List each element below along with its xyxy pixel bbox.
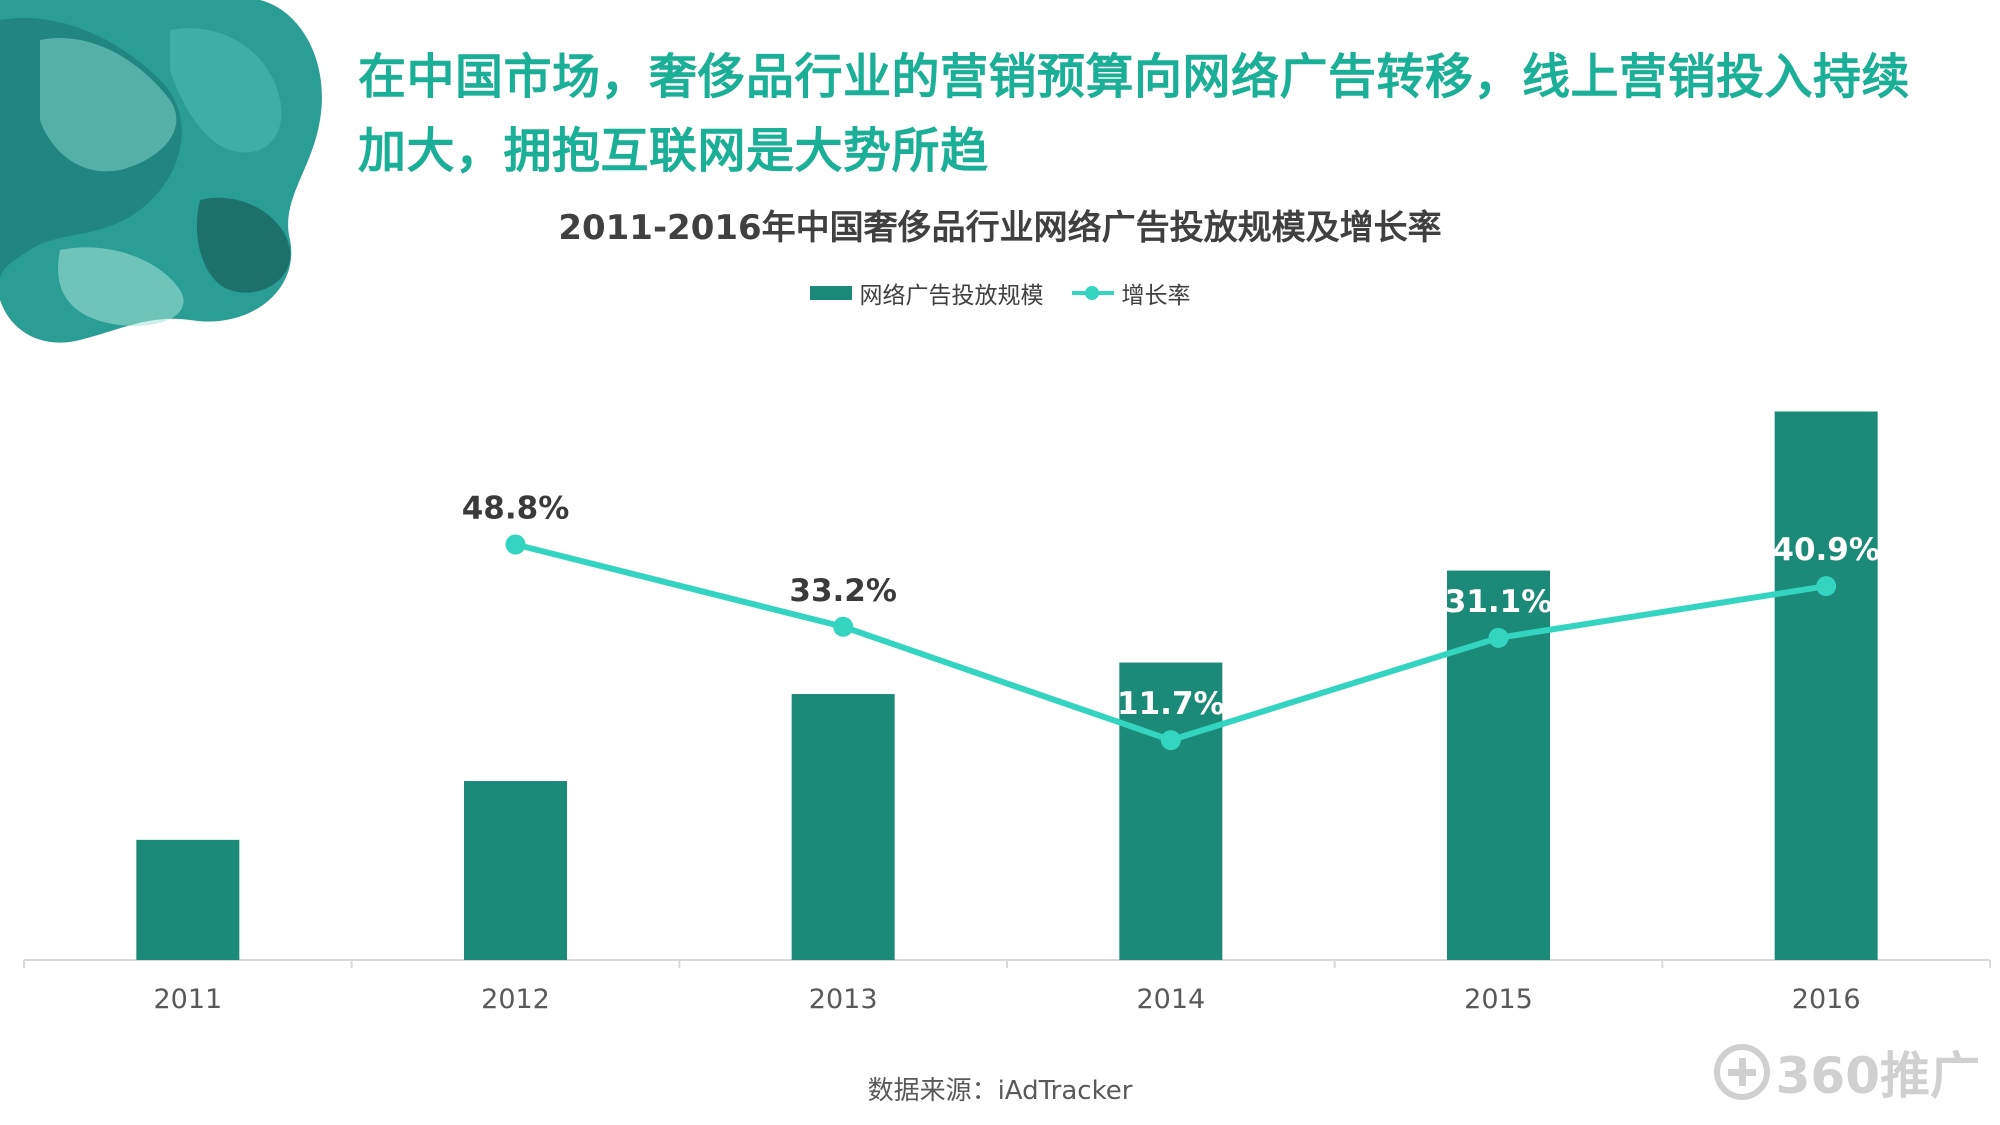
growth-label-2012: 48.8% <box>462 491 570 527</box>
x-tick-label: 2014 <box>1136 984 1205 1015</box>
x-tick-label: 2016 <box>1792 984 1861 1015</box>
legend-item-bar: 网络广告投放规模 <box>809 276 1044 310</box>
bar-2016 <box>1774 411 1878 960</box>
legend-line-label: 增长率 <box>1121 283 1191 309</box>
growth-label-2016: 40.9% <box>1772 532 1880 568</box>
x-tick-label: 2015 <box>1464 984 1533 1015</box>
growth-point-2014 <box>1160 730 1181 751</box>
growth-point-2015 <box>1488 627 1509 648</box>
legend-bar-swatch <box>809 286 852 300</box>
x-tick-label: 2013 <box>809 984 878 1015</box>
growth-label-2013: 33.2% <box>789 573 897 609</box>
bar-2014 <box>1119 662 1223 960</box>
x-tick-label: 2011 <box>153 984 222 1015</box>
plus-circle-icon <box>1713 1044 1770 1100</box>
decorative-ink-cloud <box>0 0 322 343</box>
chart-title: 2011-2016年中国奢侈品行业网络广告投放规模及增长率 <box>558 208 1442 248</box>
x-tick-label: 2012 <box>481 984 550 1015</box>
bar-2011 <box>136 839 240 960</box>
legend-bar-label: 网络广告投放规模 <box>859 283 1044 309</box>
bar-2012 <box>464 781 567 960</box>
logo-text: 360推广 <box>1775 1047 1980 1105</box>
data-source: 数据来源：iAdTracker <box>867 1076 1133 1106</box>
brand-logo: 360推广 <box>1713 1036 1980 1108</box>
legend-item-line: 增长率 <box>1071 276 1191 310</box>
combo-chart: 2011 2012 2013 2014 2015 2016 48.8% 33.2% 11.7% 3… <box>23 411 1991 1015</box>
chart-legend: 网络广告投放规模 增长率 <box>0 276 2000 310</box>
growth-label-2015: 31.1% <box>1445 584 1553 620</box>
bar-2013 <box>791 694 895 960</box>
headline: 在中国市场，奢侈品行业的营销预算向网络广告转移，线上营销投入持续加大，拥抱互联网… <box>358 49 1911 179</box>
growth-label-2014: 11.7% <box>1117 686 1225 722</box>
growth-point-2016 <box>1816 576 1837 597</box>
growth-point-2013 <box>833 616 854 637</box>
legend-line-swatch <box>1071 283 1114 303</box>
growth-point-2012 <box>505 534 526 555</box>
